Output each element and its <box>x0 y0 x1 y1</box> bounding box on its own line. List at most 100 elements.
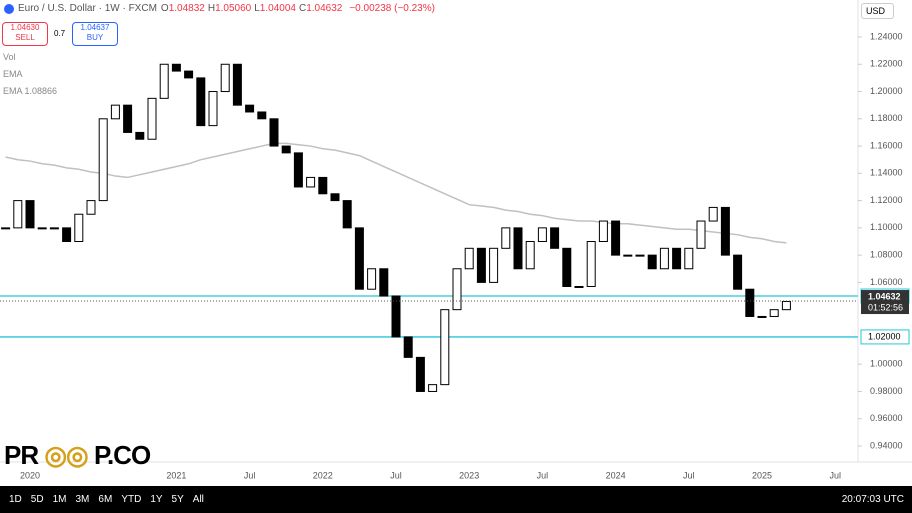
buy-price: 1.04637 <box>80 23 110 32</box>
ema-line <box>5 142 787 244</box>
last-tag <box>861 290 909 315</box>
candle <box>501 227 511 249</box>
currency[interactable]: USD <box>860 3 894 19</box>
candle <box>147 97 157 140</box>
level-label: 1.02000 <box>868 331 901 341</box>
candle <box>708 206 718 222</box>
sell-button[interactable]: 1.04630 SELL <box>2 22 48 46</box>
candle <box>269 118 279 147</box>
candle <box>184 70 194 79</box>
time-tick-label: Jul <box>829 470 841 480</box>
candle <box>525 240 535 270</box>
candle <box>757 315 767 318</box>
time-tick-label: 2024 <box>606 470 626 480</box>
ohlc-key: O <box>160 3 169 14</box>
buy-button[interactable]: 1.04637 BUY <box>72 22 118 46</box>
candle <box>586 240 596 287</box>
candle <box>769 309 779 317</box>
candle <box>562 247 572 287</box>
range[interactable]: 6M <box>98 494 113 505</box>
wm-left: PR <box>4 440 39 470</box>
price-tick-label: 1.18000 <box>870 113 903 123</box>
range[interactable]: 1M <box>52 494 67 505</box>
candle <box>74 213 84 242</box>
time-tick-label: 2022 <box>313 470 333 480</box>
ema-label[interactable]: EMA <box>3 69 23 79</box>
range[interactable]: 1D <box>9 494 22 505</box>
header: Euro / U.S. Dollar · 1W · FXCM O1.04832 H… <box>4 3 435 14</box>
candle <box>611 220 621 256</box>
candle <box>342 200 352 229</box>
price-tick-label: 1.12000 <box>870 195 903 205</box>
candle <box>354 227 364 290</box>
candle <box>452 268 462 311</box>
candle <box>464 247 474 270</box>
candle <box>98 118 108 202</box>
candle <box>123 104 133 133</box>
toolbar: 1D 5D 1M 3M 6M YTD 1Y 5Y All 20:07:03 UTC <box>0 486 912 513</box>
range[interactable]: YTD <box>121 494 142 505</box>
candle <box>208 91 218 127</box>
candle <box>171 63 181 72</box>
candle <box>733 254 743 290</box>
candle <box>403 336 413 358</box>
candle <box>550 227 560 249</box>
time-tick-label: 2025 <box>752 470 772 480</box>
candle <box>537 227 547 242</box>
price-tick-label: 1.16000 <box>870 140 903 150</box>
candle <box>196 77 206 127</box>
range[interactable]: 3M <box>75 494 90 505</box>
watermark: PR ◎◎ P.CO <box>4 440 151 470</box>
candle <box>220 63 230 93</box>
candle <box>635 254 645 257</box>
candle <box>281 145 291 154</box>
wm-right: P.CO <box>93 440 151 470</box>
range[interactable]: 5Y <box>171 494 184 505</box>
candle <box>696 220 706 249</box>
candle <box>110 104 120 120</box>
clock: 20:07:03 UTC <box>841 494 904 505</box>
time-tick-label: Jul <box>244 470 256 480</box>
candle <box>672 247 682 270</box>
ohlc-value: 1.04004 <box>259 3 296 14</box>
price-tick-label: 1.20000 <box>870 86 903 96</box>
ohlc-key: L <box>254 3 260 14</box>
change: −0.00238 (−0.23%) <box>349 3 435 14</box>
time-tick-label: Jul <box>390 470 402 480</box>
candle <box>367 268 377 290</box>
candle <box>306 176 316 188</box>
candle <box>489 247 499 283</box>
candle <box>13 200 23 229</box>
symbol[interactable]: Euro / U.S. Dollar · 1W · FXCM <box>18 3 157 14</box>
price-tick-label: 1.24000 <box>870 31 903 41</box>
vol[interactable]: Vol <box>3 52 16 62</box>
last-price: 1.04632 <box>868 291 901 301</box>
candle <box>379 268 389 297</box>
range[interactable]: All <box>192 494 204 505</box>
time-tick-label: 2023 <box>459 470 479 480</box>
candle <box>86 200 96 215</box>
candle <box>232 63 242 106</box>
candle <box>135 131 145 140</box>
candle <box>745 288 755 317</box>
candle <box>245 104 255 113</box>
range[interactable]: 1Y <box>150 494 163 505</box>
ohlc-value: 1.04632 <box>306 3 343 14</box>
candle <box>330 193 340 202</box>
candle <box>25 200 35 229</box>
candle <box>1 227 11 230</box>
sell-price: 1.04630 <box>10 23 40 32</box>
chart: 1.24000 1.22000 1.20000 1.18000 1.16000 1.140… <box>0 0 912 480</box>
candle <box>574 285 584 288</box>
candle <box>159 63 169 99</box>
countdown: 01:52:56 <box>868 302 903 312</box>
price-tick-label: 1.14000 <box>870 168 903 178</box>
ema-label[interactable]: EMA 1.08866 <box>3 86 57 96</box>
candle <box>513 227 523 270</box>
candle <box>781 300 791 311</box>
range[interactable]: 5D <box>30 494 44 505</box>
candle <box>293 152 303 188</box>
level-tag <box>860 329 910 345</box>
candle <box>415 356 425 392</box>
